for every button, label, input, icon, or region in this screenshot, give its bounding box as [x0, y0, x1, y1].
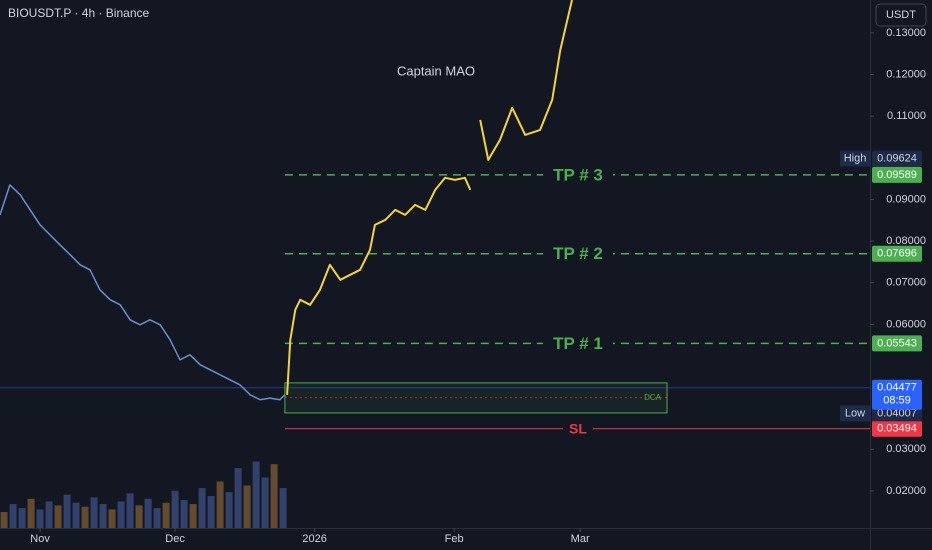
volume-bar: [252, 461, 260, 528]
y-tick-label: 0.11000: [887, 110, 926, 122]
volume-bar: [18, 508, 26, 528]
annotation: Captain MAO: [397, 63, 475, 78]
volume-bar: [261, 477, 269, 528]
level-badge: [872, 335, 922, 352]
volume-bar: [72, 502, 80, 528]
volume-bar: [198, 488, 206, 528]
level-label: TP # 1: [553, 334, 603, 353]
volume-bar: [225, 492, 233, 528]
level-badge: [872, 420, 922, 437]
x-tick-label: Dec: [165, 533, 185, 545]
last-badge-label: 0.04477: [877, 382, 917, 394]
volume-bar: [45, 501, 53, 528]
volume-bar: [279, 488, 287, 528]
level-badge-label: 0.05543: [877, 337, 917, 349]
dca-label: DCA: [644, 393, 662, 402]
volume-bar: [216, 481, 224, 528]
level-badge: [872, 245, 922, 262]
level-label-bg: [543, 333, 613, 354]
volume-bar: [90, 497, 98, 528]
volume-bar: [54, 505, 62, 528]
y-tick-label: 0.07000: [886, 277, 926, 289]
price-line: [286, 0, 573, 395]
last-badge: [872, 379, 922, 410]
level-badge: [872, 166, 922, 183]
level-badge-label: 0.09589: [877, 169, 917, 181]
x-tick-label: 2026: [302, 533, 326, 545]
level-label-bg: [543, 243, 613, 264]
y-tick-label: 0.08000: [886, 235, 926, 247]
volume-bar: [153, 508, 161, 528]
level-label: TP # 2: [553, 244, 603, 263]
volume-bar: [0, 512, 8, 528]
volume-bar: [81, 506, 89, 528]
level-badge-label: 0.07696: [877, 248, 917, 260]
level-label-bg: [563, 418, 593, 439]
high-tag: [840, 150, 870, 167]
volume-bar: [189, 504, 197, 528]
low-badge-label: 0.04007: [877, 407, 917, 419]
y-tick-label: 0.13000: [886, 27, 926, 39]
low-tag: [840, 405, 870, 422]
x-tick-label: Feb: [445, 533, 464, 545]
volume-bar: [27, 498, 35, 528]
level-label: TP # 3: [553, 165, 603, 184]
volume-bar: [162, 502, 170, 528]
volume-bar: [99, 504, 107, 528]
y-tick-label: 0.02000: [886, 485, 926, 497]
chart-title: BIOUSDT.P · 4h · Binance: [8, 6, 149, 20]
high-badge-label: 0.09624: [877, 152, 917, 164]
y-tick-label: 0.03000: [886, 443, 926, 455]
volume-bar: [180, 500, 188, 528]
y-tick-label: 0.09000: [886, 193, 926, 205]
currency-button[interactable]: [875, 3, 927, 27]
currency-label[interactable]: USDT: [886, 9, 916, 21]
volume-bar: [135, 505, 143, 528]
countdown: 08:59: [883, 395, 911, 407]
volume-bar: [144, 498, 152, 528]
volume-bar: [171, 490, 179, 528]
volume-bar: [207, 496, 215, 528]
volume-bar: [9, 504, 17, 528]
y-tick-label: 0.12000: [886, 68, 926, 80]
volume-bar: [270, 464, 278, 528]
level-badge-label: 0.03494: [877, 423, 917, 435]
y-tick-label: 0.06000: [886, 318, 926, 330]
level-label: SL: [569, 420, 587, 436]
price-line: [0, 184, 286, 401]
x-tick-label: Nov: [30, 533, 50, 545]
volume-bar: [126, 493, 134, 528]
level-label-bg: [543, 164, 613, 185]
volume-bar: [243, 485, 251, 528]
high-tag-label: High: [844, 152, 867, 164]
volume-bar: [234, 468, 242, 528]
volume-bar: [108, 509, 116, 528]
low-tag-label: Low: [845, 407, 865, 419]
high-badge: [872, 150, 922, 167]
volume-bar: [117, 501, 125, 528]
volume-bar: [36, 509, 44, 528]
x-tick-label: Mar: [571, 533, 590, 545]
volume-bar: [63, 494, 71, 528]
